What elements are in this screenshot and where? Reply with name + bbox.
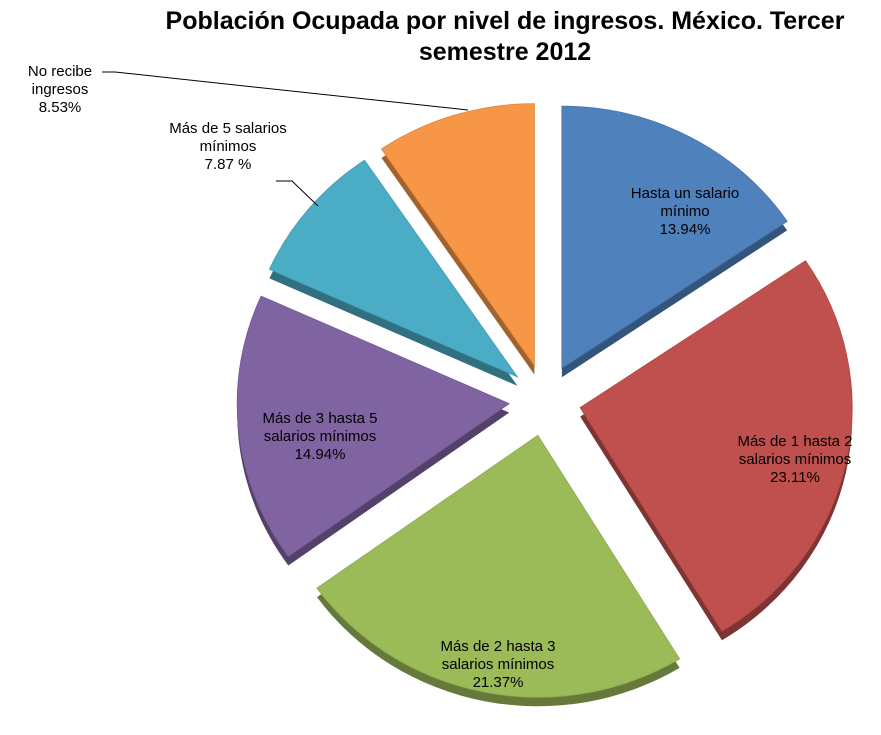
category-label: No recibe ingresos xyxy=(27,63,93,98)
slice xyxy=(561,105,788,369)
category-label: Más de 1 hasta 2 salarios mínimos xyxy=(737,433,853,468)
data-label: Más de 1 hasta 2 salarios mínimos 23.11% xyxy=(715,433,875,487)
data-label: Más de 5 salarios mínimos 7.87 % xyxy=(148,120,308,174)
category-label: Más de 3 hasta 5 salarios mínimos xyxy=(262,410,378,445)
value-label: 7.87 % xyxy=(204,156,252,173)
value-label: 23.11% xyxy=(770,469,820,486)
slice xyxy=(236,295,510,558)
slice xyxy=(380,103,535,367)
data-label: Más de 3 hasta 5 salarios mínimos 14.94% xyxy=(240,410,400,464)
slice xyxy=(268,159,519,378)
data-label: Más de 2 hasta 3 salarios mínimos 21.37% xyxy=(418,638,578,692)
slice xyxy=(316,434,681,698)
category-label: Más de 2 hasta 3 salarios mínimos xyxy=(440,638,556,673)
value-label: 13.94% xyxy=(659,221,711,238)
value-label: 8.53% xyxy=(38,99,82,116)
leader-line xyxy=(276,180,319,207)
value-label: 14.94% xyxy=(294,446,346,463)
category-label: Más de 5 salarios mínimos xyxy=(169,120,287,155)
leader-line xyxy=(102,71,469,111)
slice xyxy=(579,260,853,632)
category-label: Hasta un salario mínimo xyxy=(630,185,740,220)
data-label: No recibe ingresos 8.53% xyxy=(18,63,103,117)
data-label: Hasta un salario mínimo 13.94% xyxy=(605,185,765,239)
value-label: 21.37% xyxy=(472,674,524,691)
chart-title: Población Ocupada por nivel de ingresos.… xyxy=(165,7,845,66)
